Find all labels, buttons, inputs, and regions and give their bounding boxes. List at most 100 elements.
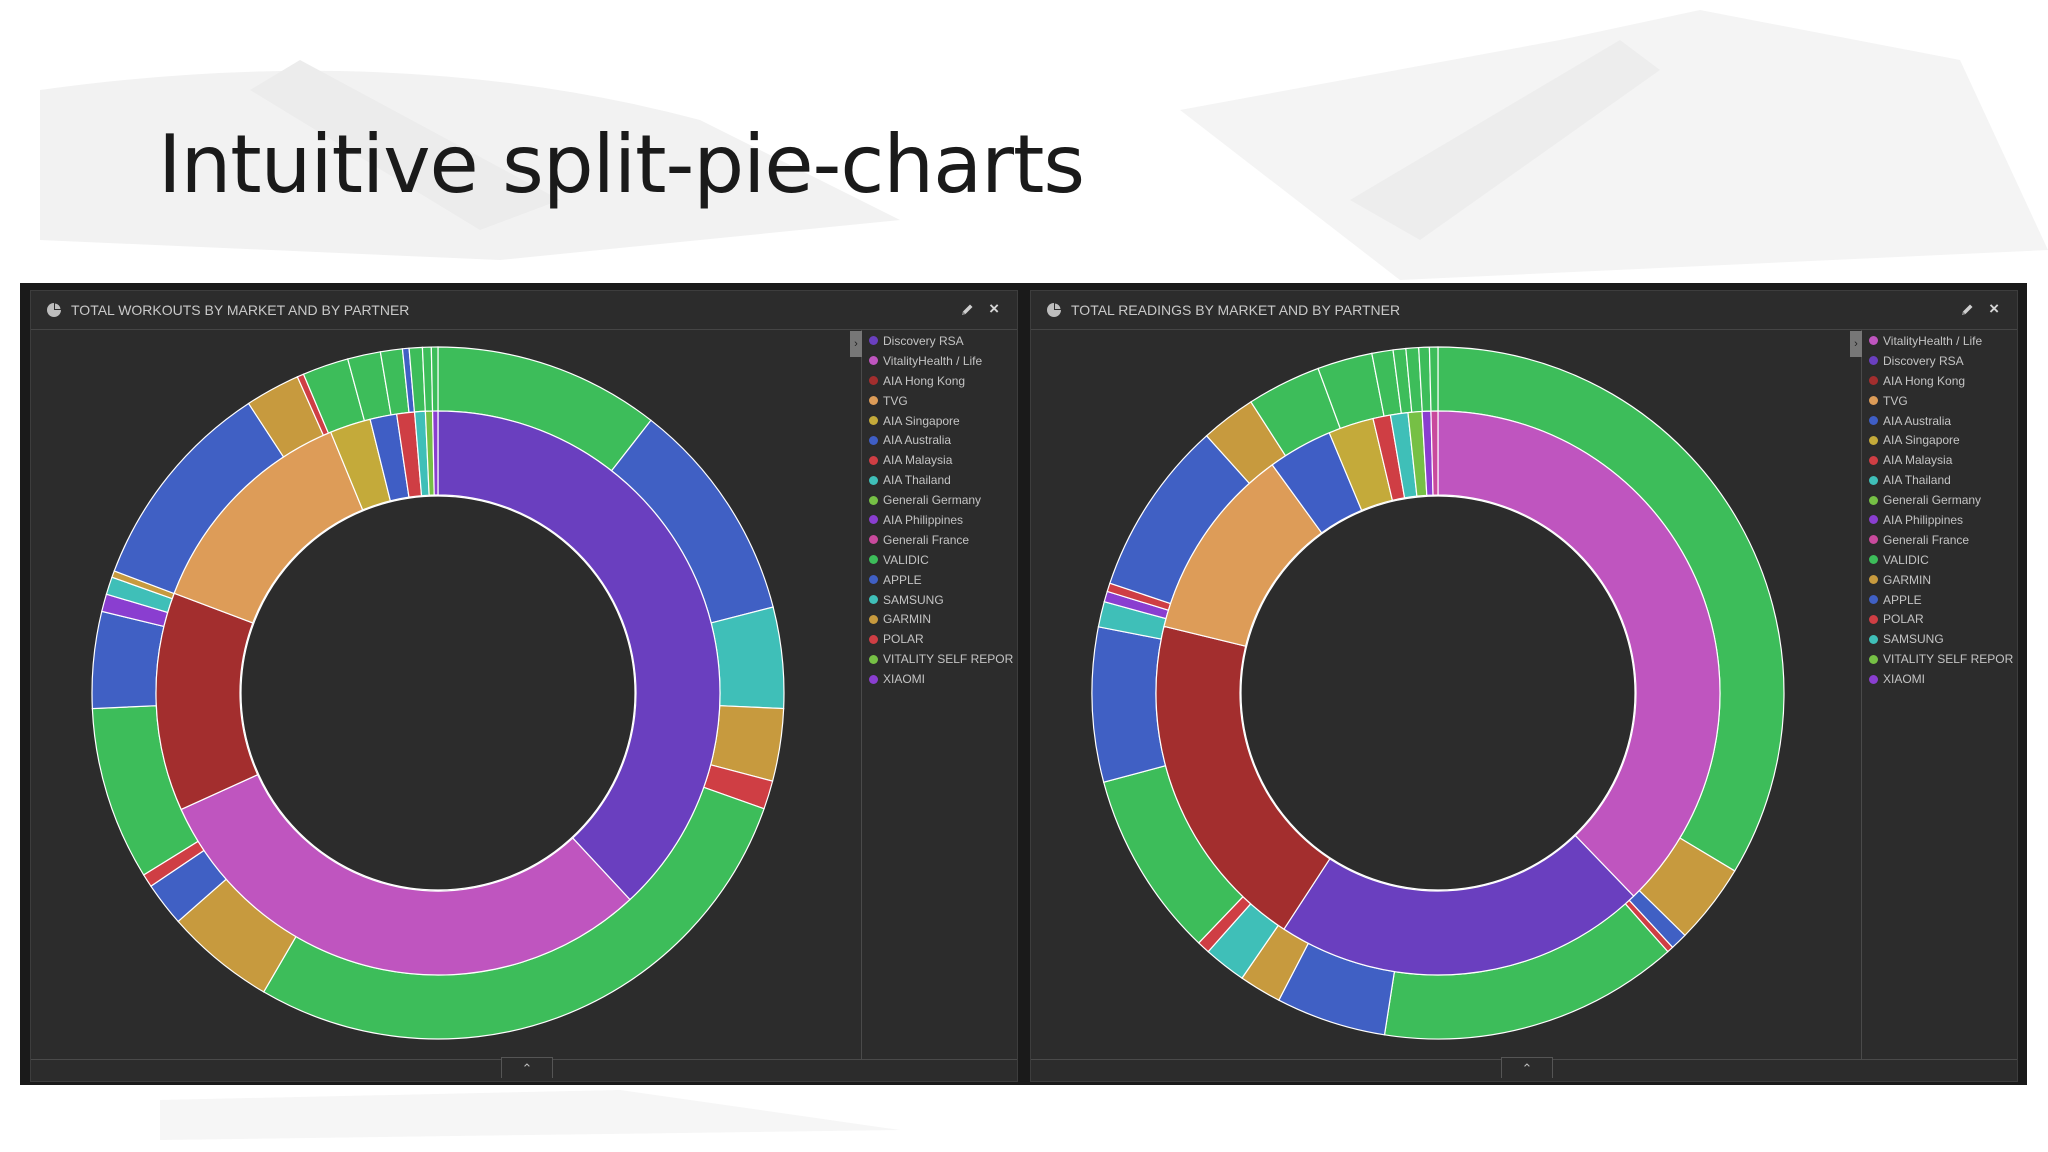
legend-swatch (869, 595, 878, 605)
legend-collapse-button[interactable]: › (850, 331, 862, 357)
pencil-icon[interactable] (959, 302, 975, 318)
legend: Discovery RSA VitalityHealth / Life AIA Ho… (869, 331, 1014, 689)
legend-swatch (869, 614, 878, 624)
legend-swatch (869, 455, 878, 465)
inner-ring-slice-vitalityhealth-life[interactable] (180, 773, 631, 976)
legend-item[interactable]: AIA Singapore (1869, 430, 2014, 450)
pie-chart-icon (47, 302, 62, 317)
close-icon[interactable]: × (1989, 299, 1999, 318)
outer-ring-slice-validic[interactable] (430, 346, 439, 412)
legend-item[interactable]: AIA Hong Kong (1869, 371, 2014, 391)
legend-label: AIA Australia (883, 433, 952, 448)
legend-label: APPLE (1883, 592, 1922, 607)
legend-swatch (1869, 455, 1878, 465)
legend-swatch (869, 654, 878, 664)
legend-label: XIAOMI (1883, 672, 1926, 687)
legend-swatch (1869, 435, 1878, 445)
legend-label: AIA Hong Kong (1883, 373, 1966, 388)
legend-label: AIA Hong Kong (883, 373, 966, 388)
legend-item[interactable]: Generali France (869, 530, 1014, 550)
legend-item[interactable]: APPLE (869, 570, 1014, 590)
footer-expand-button[interactable]: ⌃ (1501, 1057, 1553, 1078)
legend-item[interactable]: AIA Thailand (869, 470, 1014, 490)
legend-item[interactable]: AIA Australia (1869, 411, 2014, 431)
legend-item[interactable]: AIA Philippines (1869, 510, 2014, 530)
outer-ring-slice-validic[interactable] (1428, 346, 1439, 412)
legend-item[interactable]: VITALITY SELF REPOR... (869, 649, 1014, 669)
legend-item[interactable]: AIA Malaysia (1869, 450, 2014, 470)
legend-swatch (1869, 575, 1878, 585)
legend-item[interactable]: Discovery RSA (869, 331, 1014, 351)
legend-item[interactable]: GARMIN (869, 609, 1014, 629)
outer-ring-slice-apple[interactable] (91, 610, 165, 710)
inner-ring-slice-discovery-rsa[interactable] (437, 410, 721, 901)
legend-divider (1861, 330, 1862, 1060)
legend-label: VitalityHealth / Life (883, 353, 983, 368)
legend-label: SAMSUNG (1883, 632, 1944, 647)
footer-expand-button[interactable]: ⌃ (501, 1057, 553, 1078)
legend-label: POLAR (1883, 612, 1924, 627)
legend-item[interactable]: VALIDIC (869, 550, 1014, 570)
legend-swatch (1869, 515, 1878, 525)
legend-item[interactable]: GARMIN (1869, 570, 2014, 590)
readings-panel: TOTAL READINGS BY MARKET AND BY PARTNER … (1030, 290, 2018, 1082)
legend-swatch (869, 396, 878, 406)
legend-item[interactable]: AIA Singapore (869, 411, 1014, 431)
legend-swatch (869, 356, 878, 366)
legend-item[interactable]: VitalityHealth / Life (869, 351, 1014, 371)
legend-swatch (869, 416, 878, 425)
close-icon[interactable]: × (989, 299, 999, 318)
legend-item[interactable]: AIA Hong Kong (869, 371, 1014, 391)
legend-item[interactable]: APPLE (1869, 590, 2014, 610)
panel-header: TOTAL WORKOUTS BY MARKET AND BY PARTNER … (31, 291, 1017, 330)
legend-swatch (869, 336, 878, 346)
legend-item[interactable]: AIA Australia (869, 430, 1014, 450)
legend-item[interactable]: POLAR (869, 629, 1014, 649)
inner-ring-slice-generali-france[interactable] (1430, 410, 1439, 496)
legend-swatch (1869, 535, 1878, 545)
legend-swatch (869, 674, 878, 684)
inner-ring-slice-discovery-rsa[interactable] (1283, 834, 1635, 976)
legend-swatch (869, 376, 878, 386)
donut-hole (1240, 495, 1636, 891)
legend-item[interactable]: SAMSUNG (1869, 629, 2014, 649)
legend-item[interactable]: VALIDIC (1869, 550, 2014, 570)
outer-ring-slice-apple[interactable] (1091, 626, 1167, 783)
legend-item[interactable]: SAMSUNG (869, 590, 1014, 610)
legend-swatch (1869, 495, 1878, 505)
legend-label: AIA Thailand (883, 473, 951, 488)
legend-swatch (1869, 654, 1878, 664)
legend-label: GARMIN (1883, 572, 1931, 587)
legend-collapse-button[interactable]: › (1850, 331, 1862, 357)
legend-item[interactable]: Generali Germany (869, 490, 1014, 510)
inner-ring-slice-vitalityhealth-life[interactable] (1437, 410, 1721, 897)
inner-ring-slice-aia-philippines[interactable] (431, 410, 439, 496)
legend-label: AIA Philippines (1883, 512, 1964, 527)
legend-label: AIA Thailand (1883, 473, 1951, 488)
legend-item[interactable]: AIA Philippines (869, 510, 1014, 530)
legend-item[interactable]: XIAOMI (1869, 669, 2014, 689)
legend-item[interactable]: Generali France (1869, 530, 2014, 550)
pencil-icon[interactable] (1959, 302, 1975, 318)
legend-swatch (1869, 634, 1878, 644)
legend-label: GARMIN (883, 612, 931, 627)
outer-ring-slice-samsung[interactable] (710, 606, 785, 710)
legend-item[interactable]: Discovery RSA (1869, 351, 2014, 371)
legend-swatch (1869, 416, 1878, 425)
legend-label: XIAOMI (883, 672, 926, 687)
legend-label: Discovery RSA (1883, 353, 1964, 368)
legend-item[interactable]: TVG (869, 391, 1014, 411)
legend-item[interactable]: VitalityHealth / Life (1869, 331, 2014, 351)
legend-item[interactable]: TVG (1869, 391, 2014, 411)
legend-item[interactable]: Generali Germany (1869, 490, 2014, 510)
legend-item[interactable]: AIA Thailand (1869, 470, 2014, 490)
legend-label: TVG (883, 393, 908, 408)
legend-item[interactable]: VITALITY SELF REPOR... (1869, 649, 2014, 669)
pie-chart-icon (1047, 302, 1062, 317)
legend-label: AIA Malaysia (883, 453, 953, 468)
legend-item[interactable]: POLAR (1869, 609, 2014, 629)
legend-label: VITALITY SELF REPOR... (1883, 652, 2014, 667)
legend-item[interactable]: XIAOMI (869, 669, 1014, 689)
legend-item[interactable]: AIA Malaysia (869, 450, 1014, 470)
